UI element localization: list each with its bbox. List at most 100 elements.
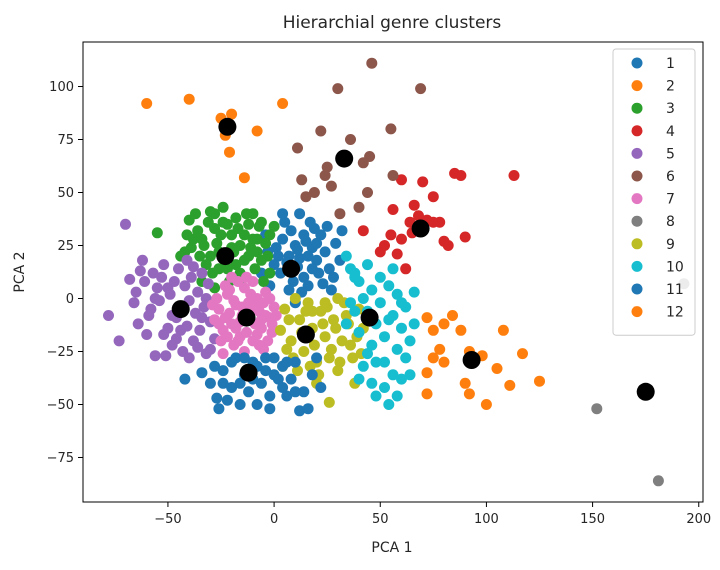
data-point-cluster-10 xyxy=(374,297,386,309)
data-point-cluster-12 xyxy=(504,379,516,391)
data-point-cluster-9 xyxy=(281,343,293,355)
data-point-cluster-10 xyxy=(357,360,369,372)
y-tick-label: 100 xyxy=(49,80,74,95)
data-point-cluster-7 xyxy=(241,326,252,338)
data-point-cluster-2 xyxy=(183,93,195,105)
legend-marker xyxy=(631,170,643,182)
data-point-cluster-9 xyxy=(302,297,314,309)
data-point-cluster-11 xyxy=(238,352,250,364)
data-point-cluster-4 xyxy=(417,176,429,188)
data-point-cluster-7 xyxy=(270,310,282,321)
data-point-cluster-5 xyxy=(162,282,174,294)
data-point-cluster-4 xyxy=(459,231,471,243)
data-point-cluster-9 xyxy=(275,324,286,336)
data-point-cluster-5 xyxy=(160,350,172,362)
data-point-cluster-3 xyxy=(264,267,276,279)
data-point-cluster-11 xyxy=(289,356,301,368)
legend-marker xyxy=(631,80,643,92)
data-point-cluster-5 xyxy=(128,297,140,309)
data-point-cluster-11 xyxy=(217,365,229,377)
data-point-cluster-9 xyxy=(328,314,339,326)
data-point-cluster-4 xyxy=(357,225,369,237)
data-point-cluster-1 xyxy=(323,263,335,275)
data-point-cluster-9 xyxy=(279,303,291,315)
data-point-cluster-11 xyxy=(179,373,191,385)
data-point-cluster-1 xyxy=(268,259,280,271)
data-point-cluster-11 xyxy=(234,399,246,410)
data-point-cluster-5 xyxy=(139,276,151,287)
data-point-cluster-12 xyxy=(427,324,439,336)
data-point-cluster-7 xyxy=(258,297,269,309)
data-point-cluster-7 xyxy=(241,271,252,283)
data-point-cluster-12 xyxy=(497,324,509,336)
data-point-cluster-1 xyxy=(298,229,310,241)
data-point-cluster-9 xyxy=(283,314,295,326)
data-point-cluster-1 xyxy=(294,252,306,264)
data-point-cluster-1 xyxy=(287,276,299,287)
centroid-marker-5 xyxy=(171,300,190,319)
data-point-cluster-12 xyxy=(463,388,475,400)
data-point-cluster-12 xyxy=(534,375,545,387)
legend-label: 9 xyxy=(666,237,675,253)
data-point-cluster-3 xyxy=(217,201,229,213)
legend-label: 4 xyxy=(666,124,675,140)
data-point-cluster-6 xyxy=(319,170,331,181)
legend-label: 3 xyxy=(666,101,675,117)
data-point-cluster-10 xyxy=(362,259,373,271)
data-point-cluster-11 xyxy=(211,392,223,404)
data-point-cluster-10 xyxy=(349,305,361,317)
data-point-cluster-1 xyxy=(298,271,310,283)
data-point-cluster-11 xyxy=(264,403,276,415)
data-point-cluster-1 xyxy=(311,237,323,249)
data-point-cluster-1 xyxy=(306,263,318,275)
data-point-cluster-7 xyxy=(207,299,218,311)
data-point-cluster-7 xyxy=(232,335,244,347)
data-point-cluster-7 xyxy=(268,301,280,313)
data-point-cluster-1 xyxy=(330,237,342,249)
y-tick-label: −50 xyxy=(47,398,74,413)
x-tick-label: 200 xyxy=(686,512,711,527)
data-point-cluster-3 xyxy=(262,250,274,262)
data-point-cluster-5 xyxy=(141,329,153,340)
data-point-cluster-10 xyxy=(404,335,416,347)
data-point-cluster-10 xyxy=(408,318,420,330)
data-point-cluster-11 xyxy=(268,352,280,364)
data-point-cluster-9 xyxy=(319,331,331,343)
legend-marker xyxy=(631,306,643,318)
data-point-cluster-3 xyxy=(196,233,208,245)
data-point-cluster-10 xyxy=(357,293,369,304)
data-point-cluster-11 xyxy=(226,382,238,393)
data-point-cluster-8 xyxy=(591,403,603,415)
y-tick-label: 25 xyxy=(57,239,74,254)
data-point-cluster-12 xyxy=(491,363,503,374)
data-point-cluster-3 xyxy=(204,250,216,262)
data-point-cluster-10 xyxy=(366,284,378,296)
legend-marker xyxy=(631,238,643,250)
data-point-cluster-3 xyxy=(255,216,267,228)
data-point-cluster-1 xyxy=(283,284,295,296)
cluster-centroids xyxy=(171,117,655,401)
data-point-cluster-5 xyxy=(120,218,131,230)
data-point-cluster-11 xyxy=(281,390,293,402)
legend-marker xyxy=(631,283,643,295)
data-point-cluster-10 xyxy=(349,271,361,283)
data-point-cluster-3 xyxy=(213,263,225,275)
data-point-cluster-9 xyxy=(323,396,335,408)
data-point-cluster-10 xyxy=(370,390,382,402)
centroid-marker-6 xyxy=(335,149,354,168)
data-point-cluster-5 xyxy=(151,282,163,294)
legend-marker xyxy=(631,102,643,114)
centroid-marker-10 xyxy=(360,308,379,327)
data-point-cluster-10 xyxy=(383,314,395,326)
data-point-cluster-4 xyxy=(396,233,407,245)
centroid-marker-9 xyxy=(296,325,315,344)
data-point-cluster-6 xyxy=(308,187,320,198)
data-point-cluster-12 xyxy=(421,312,433,324)
data-point-cluster-7 xyxy=(262,335,274,347)
data-point-cluster-9 xyxy=(294,314,306,326)
legend-label: 6 xyxy=(666,169,675,185)
data-point-cluster-1 xyxy=(285,225,297,237)
data-point-cluster-11 xyxy=(221,394,233,406)
data-point-cluster-4 xyxy=(400,263,412,275)
data-point-cluster-4 xyxy=(385,229,397,241)
